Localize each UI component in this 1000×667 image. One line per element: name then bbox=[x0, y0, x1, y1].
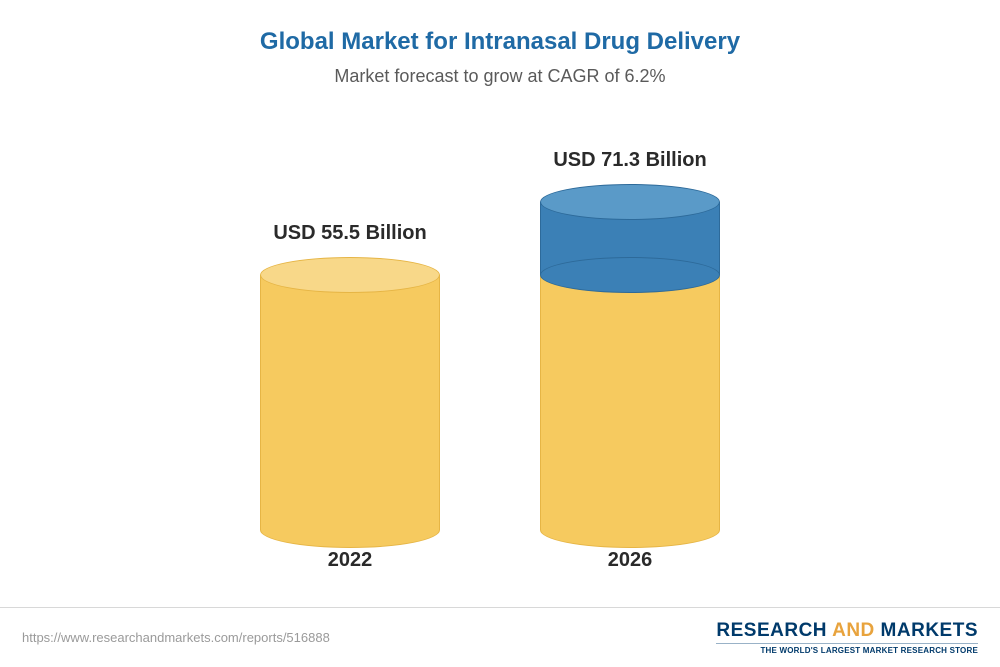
cylinder-top bbox=[540, 184, 720, 220]
cylinder-segment bbox=[540, 275, 720, 530]
cylinder-bar bbox=[540, 166, 720, 530]
cylinder-join bbox=[540, 257, 720, 293]
bar-value-label: USD 71.3 Billion bbox=[500, 149, 760, 172]
logo-word-1: RESEARCH bbox=[716, 620, 827, 641]
logo: RESEARCH AND MARKETS THE WORLD'S LARGEST… bbox=[716, 620, 978, 655]
page-subtitle: Market forecast to grow at CAGR of 6.2% bbox=[0, 56, 1000, 87]
bar-year-label: 2026 bbox=[540, 549, 720, 572]
cylinder-top bbox=[260, 257, 440, 293]
logo-word-3: MARKETS bbox=[881, 620, 978, 641]
cylinder-bar bbox=[260, 239, 440, 530]
page-title: Global Market for Intranasal Drug Delive… bbox=[0, 0, 1000, 56]
bar-year-label: 2022 bbox=[260, 549, 440, 572]
bar-value-label: USD 55.5 Billion bbox=[220, 222, 480, 245]
cylinder-segment bbox=[260, 275, 440, 530]
logo-title: RESEARCH AND MARKETS bbox=[716, 620, 978, 642]
logo-tagline: THE WORLD'S LARGEST MARKET RESEARCH STOR… bbox=[716, 643, 978, 655]
logo-word-2: AND bbox=[832, 620, 875, 641]
bar-chart: USD 55.5 Billion 2022 USD 71.3 Billion 2026 bbox=[0, 120, 1000, 580]
source-url: https://www.researchandmarkets.com/repor… bbox=[22, 630, 330, 645]
footer: https://www.researchandmarkets.com/repor… bbox=[0, 607, 1000, 667]
